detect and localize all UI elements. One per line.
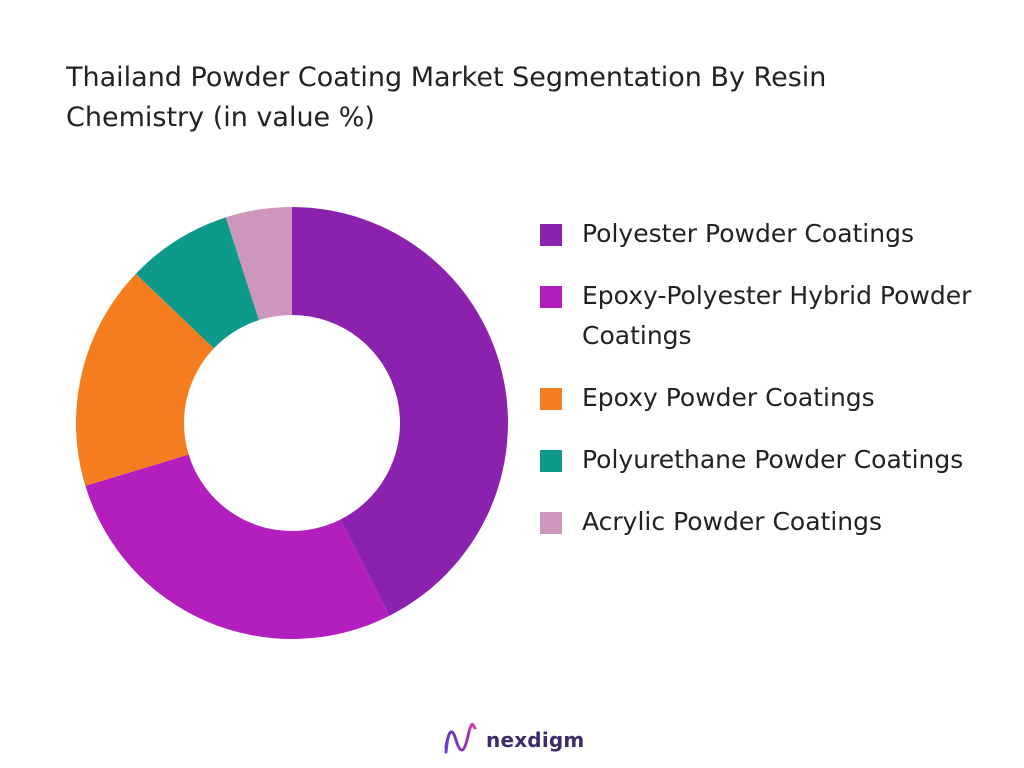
legend-item-5: Acrylic Powder Coatings [540, 502, 1010, 542]
legend-swatch [540, 286, 562, 308]
legend-label: Epoxy-Polyester Hybrid Powder Coatings [582, 281, 972, 350]
chart-legend: Polyester Powder Coatings Epoxy-Polyester… [540, 214, 1010, 564]
donut-slice-4 [135, 217, 259, 349]
legend-item-2: Epoxy-Polyester Hybrid Powder Coatings [540, 276, 1010, 356]
legend-item-1: Polyester Powder Coatings [540, 214, 1010, 254]
legend-swatch [540, 450, 562, 472]
legend-label: Epoxy Powder Coatings [582, 383, 875, 412]
legend-swatch [540, 224, 562, 246]
donut-slice-2 [85, 454, 390, 639]
brand-logo: nexdigm [442, 720, 584, 760]
legend-swatch [540, 388, 562, 410]
donut-slice-1 [292, 207, 509, 616]
logo-text: nexdigm [486, 728, 585, 752]
legend-label: Polyurethane Powder Coatings [582, 445, 964, 474]
legend-swatch [540, 512, 562, 534]
donut-slice-3 [75, 273, 214, 486]
legend-item-4: Polyurethane Powder Coatings [540, 440, 1010, 480]
legend-label: Polyester Powder Coatings [582, 219, 914, 248]
nexdigm-logo-icon [444, 723, 477, 754]
legend-item-3: Epoxy Powder Coatings [540, 378, 1010, 418]
legend-label: Acrylic Powder Coatings [582, 507, 883, 536]
chart-title: Thailand Powder Coating Market Segmentat… [66, 62, 827, 133]
donut-slice-5 [225, 207, 292, 321]
